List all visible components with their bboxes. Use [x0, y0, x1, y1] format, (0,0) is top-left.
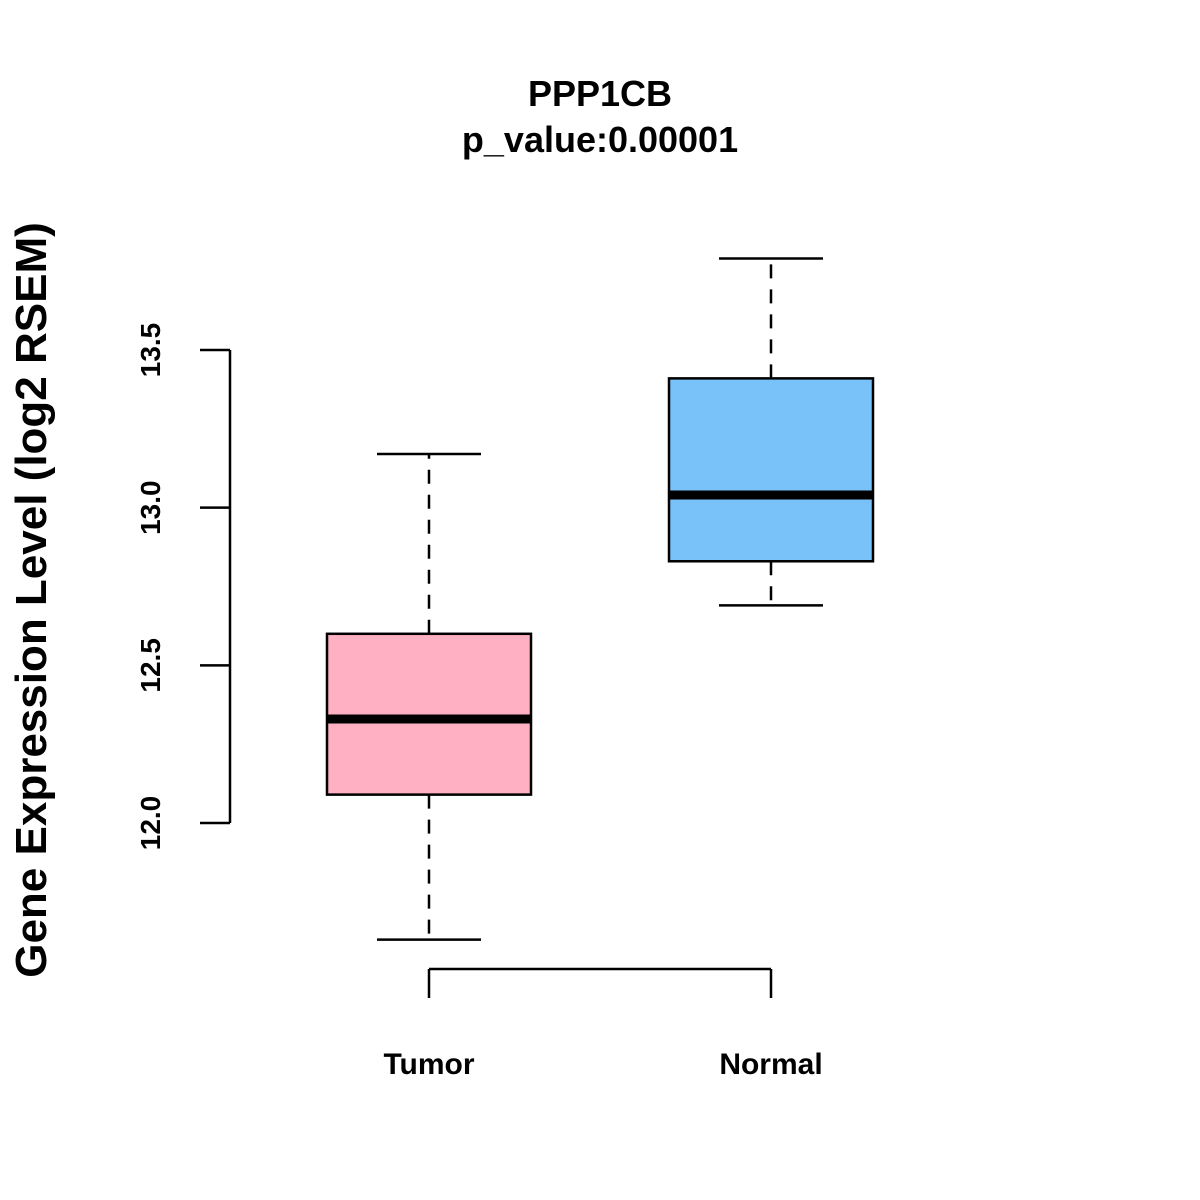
y-tick-label: 13.5: [135, 323, 166, 378]
box-normal: [667, 257, 875, 607]
chart-subtitle: p_value:0.00001: [462, 119, 738, 160]
iqr-box: [667, 377, 875, 563]
y-axis: 12.0 12.5 13.0 13.5: [135, 323, 232, 851]
y-axis-label: Gene Expression Level (log2 RSEM): [7, 222, 56, 978]
chart-title: PPP1CB: [528, 73, 672, 114]
x-tick-label-normal: Normal: [719, 1048, 822, 1081]
y-tick-label: 12.0: [135, 796, 166, 851]
x-tick-label-tumor: Tumor: [383, 1048, 474, 1081]
y-tick-label: 13.0: [135, 480, 166, 534]
y-tick-label: 12.5: [135, 638, 166, 693]
iqr-box: [325, 632, 533, 796]
boxes: [325, 257, 875, 941]
box-tumor: [325, 452, 533, 941]
x-axis: Tumor Normal: [383, 967, 823, 1081]
